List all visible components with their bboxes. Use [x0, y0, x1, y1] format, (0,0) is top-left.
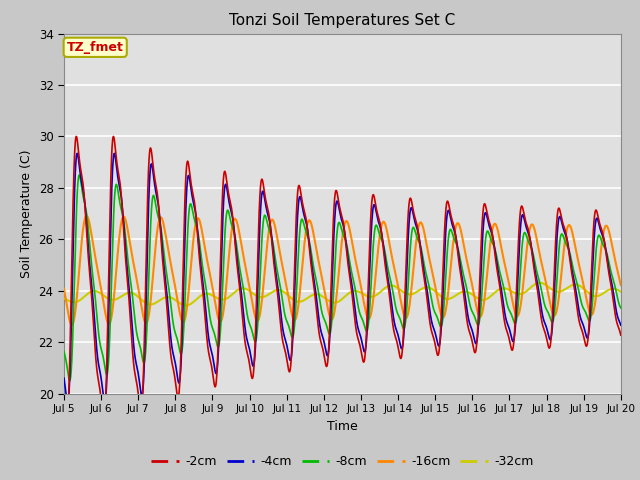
Y-axis label: Soil Temperature (C): Soil Temperature (C) — [20, 149, 33, 278]
Text: TZ_fmet: TZ_fmet — [67, 41, 124, 54]
X-axis label: Time: Time — [327, 420, 358, 432]
Legend: -2cm, -4cm, -8cm, -16cm, -32cm: -2cm, -4cm, -8cm, -16cm, -32cm — [147, 450, 538, 473]
Title: Tonzi Soil Temperatures Set C: Tonzi Soil Temperatures Set C — [229, 13, 456, 28]
